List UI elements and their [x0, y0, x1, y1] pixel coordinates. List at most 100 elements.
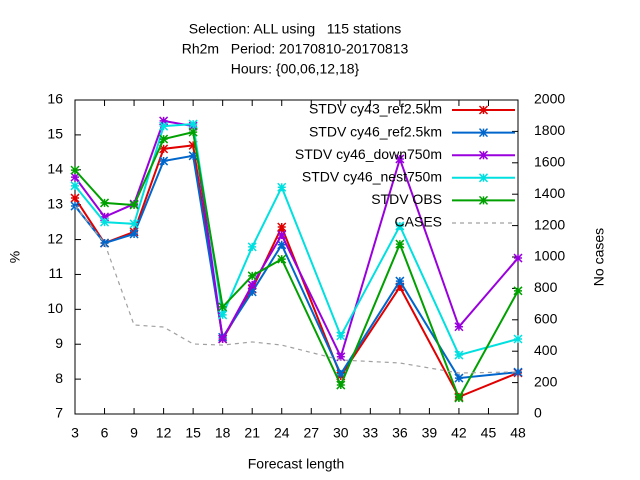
- y-tick-label: 15: [47, 126, 63, 142]
- x-axis-label: Forecast length: [248, 456, 345, 472]
- point-marker: [478, 150, 489, 160]
- point-marker: [336, 331, 346, 341]
- x-tick-label: 6: [101, 425, 109, 441]
- x-tick-label: 12: [156, 425, 172, 441]
- point-marker: [395, 154, 405, 164]
- point-marker: [478, 128, 489, 138]
- point-marker: [395, 239, 405, 249]
- x-tick-label: 3: [71, 425, 79, 441]
- y-tick-label: 16: [47, 91, 63, 107]
- x-tick-label: 48: [510, 425, 526, 441]
- y2-tick-label: 400: [534, 342, 558, 358]
- point-marker: [513, 334, 523, 344]
- point-marker: [336, 369, 346, 379]
- point-marker: [277, 182, 287, 192]
- point-marker: [129, 200, 139, 210]
- point-marker: [188, 119, 198, 129]
- y2-tick-label: 200: [534, 373, 558, 389]
- point-marker: [277, 240, 287, 250]
- x-tick-label: 30: [333, 425, 349, 441]
- point-marker: [129, 219, 139, 229]
- x-tick-label: 39: [422, 425, 438, 441]
- y2-tick-label: 1000: [534, 248, 565, 264]
- point-marker: [513, 367, 523, 377]
- y-axis-label: %: [7, 251, 23, 263]
- point-marker: [159, 134, 169, 144]
- point-marker: [478, 173, 489, 183]
- point-marker: [454, 322, 464, 332]
- point-marker: [159, 116, 169, 126]
- series-line: [74, 130, 519, 401]
- point-marker: [247, 287, 257, 297]
- y2-tick-label: 1400: [534, 185, 565, 201]
- point-marker: [454, 373, 464, 383]
- point-marker: [513, 253, 523, 263]
- point-marker: [70, 193, 80, 203]
- y-tick-label: 8: [55, 370, 63, 386]
- y2-tick-label: 2000: [534, 91, 565, 107]
- point-marker: [277, 230, 287, 240]
- series-line: [74, 123, 519, 357]
- legend-label: STDV cy43_ref2.5km: [309, 101, 442, 117]
- chart-title: Rh2m Period: 20170810-20170813: [182, 41, 409, 57]
- point-marker: [277, 222, 287, 232]
- point-marker: [247, 271, 257, 281]
- point-marker: [70, 165, 80, 175]
- y2-tick-label: 1800: [534, 122, 565, 138]
- point-marker: [247, 280, 257, 290]
- y-tick-label: 10: [47, 300, 63, 316]
- x-tick-label: 33: [363, 425, 379, 441]
- legend-label: CASES: [395, 214, 442, 230]
- y-tick-label: 12: [47, 230, 63, 246]
- series-line: [74, 154, 519, 380]
- x-tick-label: 15: [185, 425, 201, 441]
- x-tick-label: 45: [481, 425, 497, 441]
- legend-label: STDV cy46_down750m: [295, 146, 442, 162]
- point-marker: [395, 221, 405, 231]
- y2-tick-label: 800: [534, 279, 558, 295]
- x-tick-label: 21: [244, 425, 260, 441]
- x-tick-label: 18: [215, 425, 231, 441]
- point-marker: [100, 198, 110, 208]
- y-tick-label: 7: [55, 405, 63, 421]
- point-marker: [188, 151, 198, 161]
- point-marker: [336, 352, 346, 362]
- x-tick-label: 9: [130, 425, 138, 441]
- point-marker: [129, 229, 139, 239]
- y2-tick-label: 600: [534, 311, 558, 327]
- x-tick-label: 36: [392, 425, 408, 441]
- point-marker: [478, 195, 489, 205]
- point-marker: [454, 350, 464, 360]
- y2-axis-label: No cases: [591, 228, 607, 286]
- series-line: [74, 205, 519, 374]
- point-marker: [336, 380, 346, 390]
- point-marker: [188, 127, 198, 137]
- chart-title: Hours: {00,06,12,18}: [231, 61, 360, 77]
- series-line: [74, 119, 519, 360]
- point-marker: [100, 212, 110, 222]
- x-tick-label: 24: [274, 425, 290, 441]
- x-tick-label: 42: [451, 425, 467, 441]
- point-marker: [247, 242, 257, 252]
- y2-tick-label: 1600: [534, 154, 565, 170]
- point-marker: [188, 140, 198, 150]
- y-tick-label: 14: [47, 160, 63, 176]
- legend-label: STDV cy46_ref2.5km: [309, 123, 442, 139]
- point-marker: [218, 310, 228, 320]
- point-marker: [159, 156, 169, 166]
- point-marker: [277, 254, 287, 264]
- point-marker: [454, 393, 464, 403]
- point-marker: [218, 334, 228, 344]
- point-marker: [159, 144, 169, 154]
- point-marker: [395, 282, 405, 292]
- point-marker: [70, 181, 80, 191]
- y-tick-label: 13: [47, 195, 63, 211]
- legend-label: STDV OBS: [371, 191, 442, 207]
- chart-title: Selection: ALL using 115 stations: [189, 21, 401, 37]
- point-marker: [159, 121, 169, 131]
- point-marker: [218, 302, 228, 312]
- legend-label: STDV cy46_nest750m: [302, 169, 442, 185]
- y-tick-label: 11: [48, 265, 63, 281]
- y2-tick-label: 0: [534, 405, 542, 421]
